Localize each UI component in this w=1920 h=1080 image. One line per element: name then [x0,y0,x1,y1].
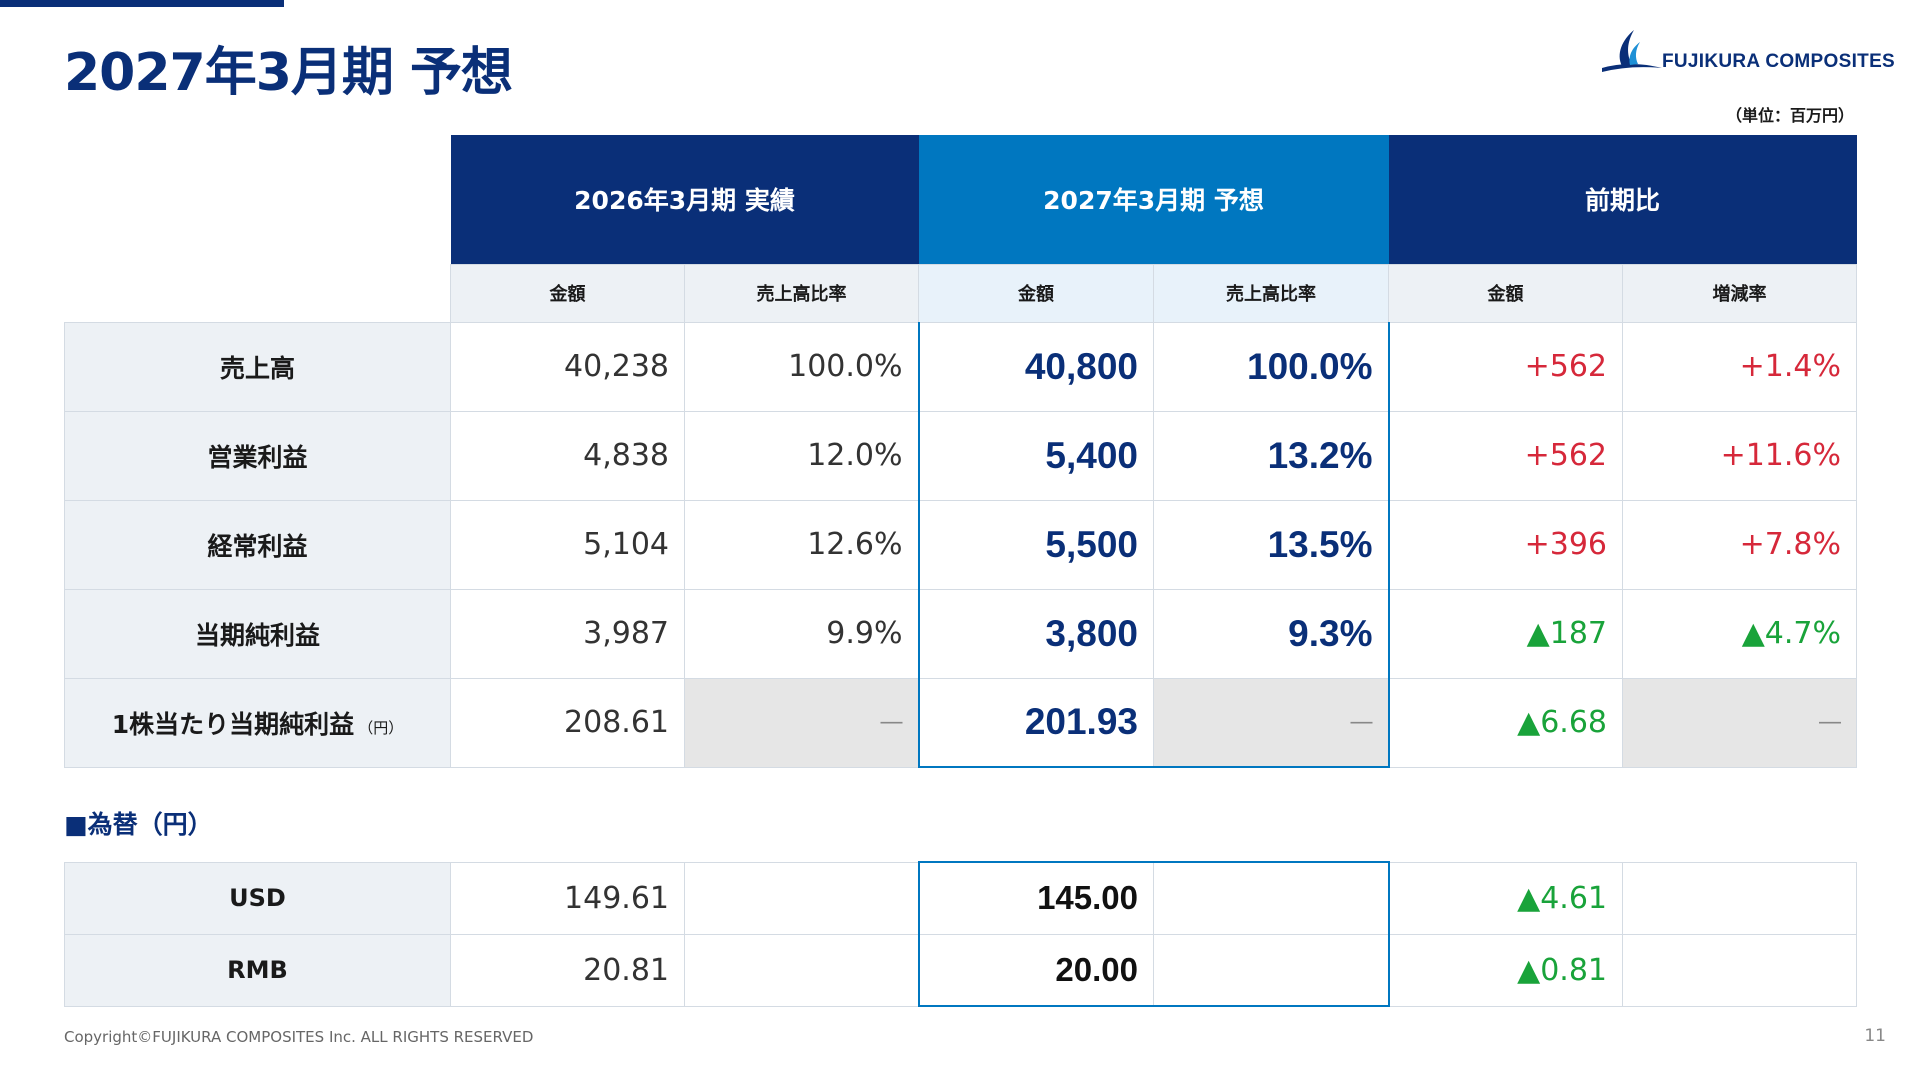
subheader-actual-ratio: 売上高比率 [684,263,919,323]
forecast-ratio: 13.5% [1153,499,1390,590]
table-row: 営業利益 4,838 12.0% 5,400 13.2% +562 +11.6% [64,410,1858,501]
company-logo: FUJIKURA COMPOSITES [1600,28,1895,76]
fx-actual-rate: 149.61 [450,861,685,935]
forecast-amount: 5,500 [917,499,1154,590]
logo-text: FUJIKURA COMPOSITES [1662,51,1896,72]
forecast-ratio: 100.0% [1153,321,1390,412]
group-header-actual: 2026年3月期 実績 [450,135,919,264]
fx-currency-label: USD [64,861,451,935]
group-header-forecast: 2027年3月期 予想 [918,135,1389,264]
row-label: 経常利益 [64,499,451,590]
actual-ratio: 9.9% [684,588,919,679]
forecast-ratio: 9.3% [1153,588,1390,679]
fx-row: USD 149.61 145.00 ▲4.61 [64,861,1857,935]
row-label: 1株当たり当期純利益 （円） [64,677,451,768]
actual-ratio: ― [684,677,919,768]
row-label: 当期純利益 [64,588,451,679]
table-row: 1株当たり当期純利益 （円） 208.61 ― 201.93 ― ▲6.68 ― [64,677,1858,768]
subheader-actual-amount: 金額 [450,263,685,323]
forecast-ratio: 13.2% [1153,410,1390,501]
actual-ratio: 12.6% [684,499,919,590]
subheader-forecast-ratio: 売上高比率 [1153,263,1389,323]
fx-forecast-rate: 145.00 [917,861,1154,935]
subheader-yoy-rate: 増減率 [1621,263,1858,323]
page-number: 11 [1864,1026,1886,1046]
yoy-amount: ▲187 [1388,588,1623,679]
forecast-table: 2026年3月期 実績 2027年3月期 予想 前期比 金額 売上高比率 金額 … [64,135,1858,768]
yoy-rate: ▲4.7% [1621,588,1858,679]
table-row: 売上高 40,238 100.0% 40,800 100.0% +562 +1.… [64,321,1858,412]
yoy-amount: +396 [1388,499,1623,590]
forecast-ratio: ― [1153,677,1390,768]
row-label: 売上高 [64,321,451,412]
row-label: 営業利益 [64,410,451,501]
yoy-amount: +562 [1388,410,1623,501]
forecast-amount: 5,400 [917,410,1154,501]
fujikura-logo-icon [1602,30,1662,72]
fx-diff: ▲0.81 [1388,933,1623,1007]
fx-section-title: ■為替（円） [64,810,213,839]
fx-actual-rate: 20.81 [450,933,685,1007]
copyright-footer: Copyright©FUJIKURA COMPOSITES Inc. ALL R… [64,1028,534,1046]
unit-label: （単位：百万円） [1725,106,1854,125]
actual-amount: 208.61 [450,677,685,768]
yoy-rate: ― [1621,677,1858,768]
fx-currency-label: RMB [64,933,451,1007]
subheader-forecast-amount: 金額 [918,263,1154,323]
yoy-amount: ▲6.68 [1388,677,1623,768]
forecast-amount: 201.93 [917,677,1154,768]
yoy-rate: +7.8% [1621,499,1858,590]
actual-amount: 40,238 [450,321,685,412]
table-row: 当期純利益 3,987 9.9% 3,800 9.3% ▲187 ▲4.7% [64,588,1858,679]
forecast-amount: 3,800 [917,588,1154,679]
actual-amount: 5,104 [450,499,685,590]
group-header-yoy: 前期比 [1388,135,1857,264]
top-accent-bar [0,0,284,7]
forecast-amount: 40,800 [917,321,1154,412]
yoy-rate: +11.6% [1621,410,1858,501]
actual-amount: 3,987 [450,588,685,679]
table-row: 経常利益 5,104 12.6% 5,500 13.5% +396 +7.8% [64,499,1858,590]
page-title: 2027年3月期 予想 [64,43,513,103]
yoy-rate: +1.4% [1621,321,1858,412]
fx-table: USD 149.61 145.00 ▲4.61 RMB 20.81 20.00 … [64,861,1857,1007]
fx-forecast-rate: 20.00 [917,933,1154,1007]
fx-row: RMB 20.81 20.00 ▲0.81 [64,933,1857,1007]
actual-amount: 4,838 [450,410,685,501]
actual-ratio: 12.0% [684,410,919,501]
yoy-amount: +562 [1388,321,1623,412]
actual-ratio: 100.0% [684,321,919,412]
fx-diff: ▲4.61 [1388,861,1623,935]
row-label-unit: （円） [358,718,404,737]
subheader-yoy-amount: 金額 [1388,263,1623,323]
